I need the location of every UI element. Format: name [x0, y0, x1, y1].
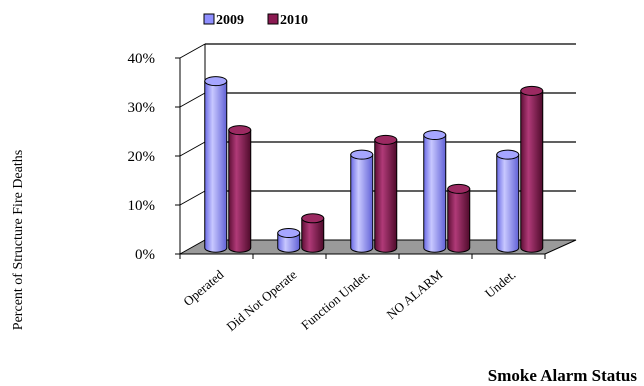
- bar-body: [301, 217, 325, 253]
- bar-body: [204, 80, 228, 253]
- x-tick-label: Function Undet.: [298, 267, 372, 333]
- gridline-side: [179, 92, 206, 108]
- bar-2009-1: [277, 228, 301, 253]
- bar-2010-1: [301, 213, 325, 253]
- x-axis-title: Smoke Alarm Status: [488, 366, 638, 385]
- bar-top: [301, 213, 325, 224]
- gridline-side: [179, 190, 206, 206]
- bars: [204, 76, 544, 253]
- y-tick-label: 30%: [128, 100, 156, 116]
- legend-label-2009: 2009: [216, 13, 244, 28]
- bar-top: [496, 149, 520, 160]
- x-tick-label: Undet.: [482, 267, 518, 301]
- bar-top: [374, 134, 398, 145]
- bar-body: [520, 90, 544, 253]
- bar-2010-2: [374, 134, 398, 253]
- bar-body: [350, 154, 374, 253]
- y-tick-label: 20%: [128, 149, 156, 165]
- bar-body: [447, 188, 471, 253]
- bar-top: [447, 183, 471, 194]
- legend-swatch-2010: [267, 13, 279, 25]
- bar-2009-4: [496, 149, 520, 253]
- bar-top: [520, 85, 544, 96]
- y-tick-label: 10%: [128, 198, 156, 214]
- legend-swatch-2009: [203, 13, 215, 25]
- x-tick-label: Did Not Operate: [223, 267, 299, 334]
- legend: 2009 2010: [203, 13, 308, 28]
- bar-2010-0: [228, 125, 252, 253]
- y-tick-labels: 0% 10% 20% 30% 40%: [128, 51, 180, 263]
- x-tick-label: Operated: [180, 266, 227, 308]
- bar-body: [374, 139, 398, 253]
- bar-body: [423, 134, 447, 253]
- bar-2010-3: [447, 183, 471, 253]
- bar-top: [350, 149, 374, 160]
- bar-2009-3: [423, 130, 447, 253]
- gridline-side: [179, 43, 206, 59]
- bar-2010-4: [520, 85, 544, 253]
- bar-body: [228, 129, 252, 253]
- y-tick-label: 40%: [128, 51, 156, 67]
- bar-body: [496, 154, 520, 253]
- bar-top: [277, 228, 301, 238]
- y-axis-title: Percent of Structure Fire Deaths: [11, 150, 26, 330]
- bar-body: [277, 232, 301, 253]
- bar-2009-2: [350, 149, 374, 253]
- gridline-side: [179, 141, 206, 157]
- bar-2009-0: [204, 76, 228, 253]
- bar-top: [228, 125, 252, 136]
- y-tick-label: 0%: [135, 247, 155, 263]
- x-tick-label: NO ALARM: [383, 267, 445, 323]
- bar-top: [204, 76, 228, 87]
- legend-label-2010: 2010: [280, 13, 308, 28]
- bar-top: [423, 130, 447, 140]
